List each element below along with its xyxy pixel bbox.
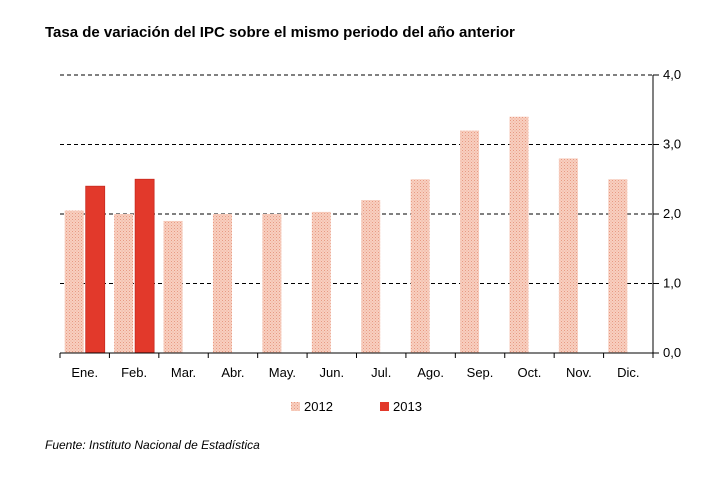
bar-2012-feb (114, 214, 133, 353)
x-tick-label: Feb. (121, 365, 147, 380)
bar-2012-mar (164, 221, 183, 353)
x-tick-label: Jul. (371, 365, 391, 380)
bar-2013-ene (86, 186, 105, 353)
legend-label-2012: 2012 (304, 399, 333, 414)
bar-2012-ago (411, 179, 430, 353)
y-tick-label: 3,0 (663, 137, 681, 152)
bar-2012-nov (559, 158, 578, 353)
y-tick-label: 0,0 (663, 345, 681, 360)
bar-2012-sep (460, 131, 479, 353)
chart: 0,0 1,0 2,0 3,0 4,0 Ene. Feb. Mar. Abr. May. Jun. J… (0, 0, 706, 487)
bar-2012-abr (213, 214, 232, 353)
bar-2012-oct (509, 117, 528, 353)
x-tick-label: Dic. (617, 365, 639, 380)
y-tick-label: 4,0 (663, 67, 681, 82)
x-tick-label: Oct. (518, 365, 542, 380)
bar-2012-dic (608, 179, 627, 353)
bar-2012-ene (65, 211, 84, 353)
source-note: Fuente: Instituto Nacional de Estadístic… (45, 438, 260, 452)
x-tick-label: May. (269, 365, 296, 380)
y-tick-label: 2,0 (663, 206, 681, 221)
x-tick-label: Sep. (467, 365, 494, 380)
bar-2012-jun (312, 212, 331, 353)
x-tick-label: Jun. (320, 365, 345, 380)
legend-swatch-2012 (291, 402, 300, 411)
bar-2012-jul (361, 200, 380, 353)
x-tick-label: Nov. (566, 365, 592, 380)
y-tick-label: 1,0 (663, 276, 681, 291)
bar-2013-feb (135, 179, 154, 353)
bar-2012-may (262, 214, 281, 353)
legend-label-2013: 2013 (393, 399, 422, 414)
x-tick-label: Ago. (417, 365, 444, 380)
legend-swatch-2013 (380, 402, 389, 411)
x-tick-label: Ene. (71, 365, 98, 380)
x-tick-label: Abr. (221, 365, 244, 380)
x-tick-label: Mar. (171, 365, 196, 380)
